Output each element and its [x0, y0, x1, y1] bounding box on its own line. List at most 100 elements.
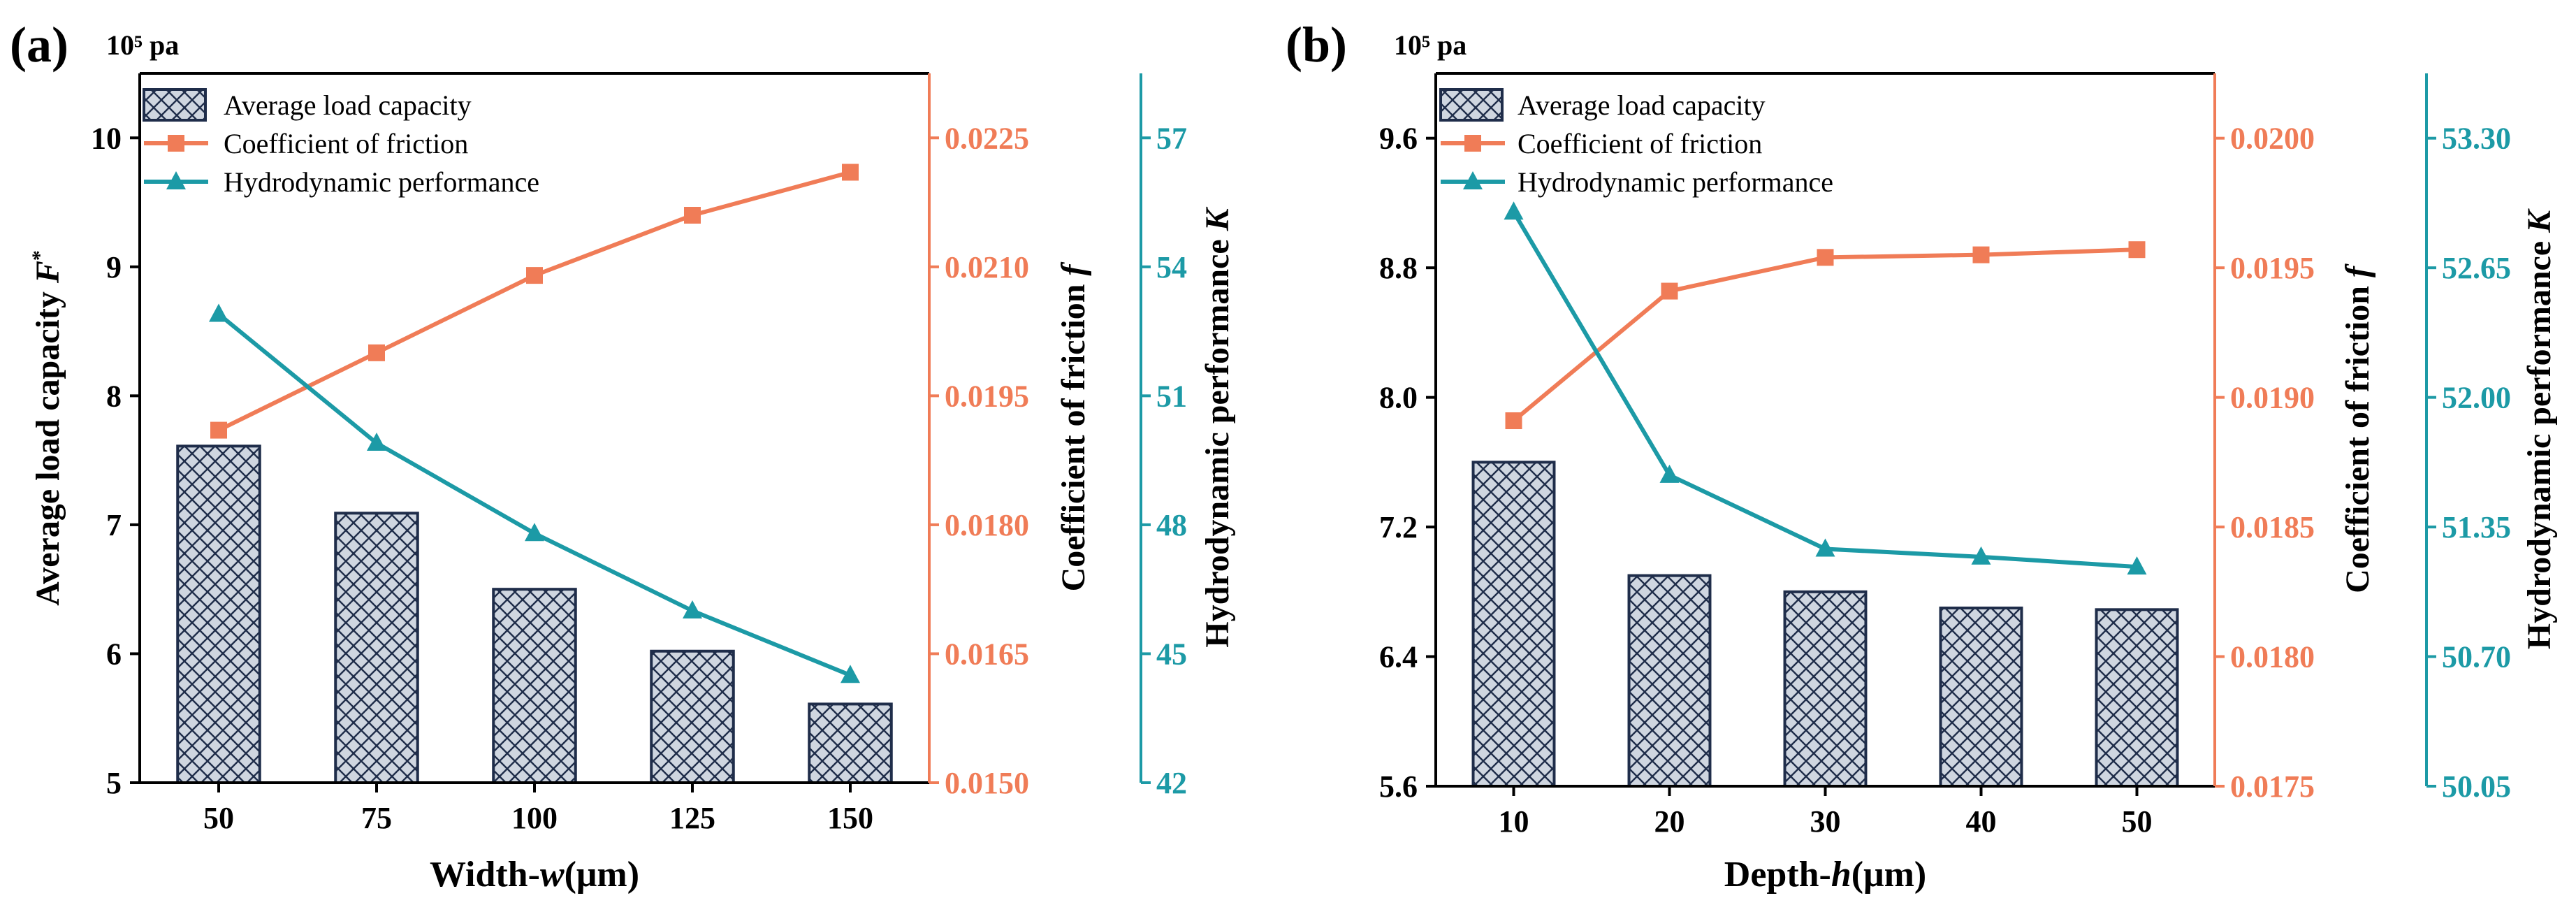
legend-marker-hydro [1463, 171, 1483, 189]
load-capacity-bar-100 [492, 588, 577, 784]
friction-point-75 [368, 344, 385, 361]
hydro-axis-tick-label: 51 [1156, 379, 1187, 413]
legend-swatch-load-capacity [143, 88, 207, 122]
friction-point-50 [2128, 241, 2146, 259]
friction-axis-title: Coefficient of friction f [1055, 262, 1092, 592]
hydro-point-50 [2127, 556, 2147, 575]
hydro-point-50 [209, 303, 228, 322]
hydro-axis-tick-label: 50.05 [2442, 769, 2511, 804]
left-axis-tick-label: 6.4 [1379, 640, 1418, 674]
legend-label: Hydrodynamic performance [224, 166, 539, 198]
friction-axis-tick-label: 0.0180 [945, 508, 1029, 542]
legend-label: Coefficient of friction [1518, 128, 1762, 159]
unit-label: 10⁵ pa [106, 29, 179, 61]
chart-panel-a: 5 6 7 8 9 10 50 75 100 125 150 0.0150 0.0165 0.0180 0.… [10, 17, 1236, 895]
left-axis-tick-label: 5 [106, 766, 122, 800]
friction-point-20 [1661, 282, 1678, 300]
chart-panel-b: 5.6 6.4 7.2 8.0 8.8 9.6 10 20 30 40 50 0.0175 0.0180… [1286, 17, 2558, 895]
load-capacity-bar-10 [1471, 461, 1556, 788]
load-capacity-bar-30 [1783, 590, 1868, 788]
load-capacity-bar-50 [176, 444, 261, 784]
load-capacity-bar-20 [1627, 574, 1712, 788]
x-axis-title: Depth-h(μm) [1724, 855, 1926, 895]
legend-swatch-load-capacity [1439, 88, 1504, 122]
x-axis-title: Width-w(μm) [430, 855, 639, 895]
left-axis-tick-label: 9.6 [1379, 122, 1418, 156]
left-axis-tick-label: 5.6 [1379, 769, 1418, 804]
friction-axis-tick-label: 0.0195 [2230, 251, 2315, 285]
left-axis-tick-label: 9 [106, 250, 122, 284]
panel-label: (b) [1286, 17, 1347, 73]
left-axis-tick-label: 8.8 [1379, 251, 1418, 285]
load-capacity-bar-150 [808, 702, 893, 784]
hydro-axis-tick-label: 50.70 [2442, 640, 2511, 674]
friction-axis-tick-label: 0.0210 [945, 250, 1029, 284]
x-axis-tick-label: 50 [203, 801, 234, 835]
left-axis-tick-label: 7 [106, 508, 122, 542]
unit-label: 10⁵ pa [1394, 29, 1467, 61]
hydro-axis-tick-label: 48 [1156, 508, 1187, 542]
x-axis-tick-label: 150 [827, 801, 873, 835]
x-axis-tick-label: 20 [1654, 804, 1685, 839]
friction-axis-tick-label: 0.0185 [2230, 510, 2315, 544]
x-axis-tick-label: 75 [361, 801, 392, 835]
hydro-point-40 [1971, 546, 1991, 565]
friction-axis-title: Coefficient of friction f [2339, 263, 2376, 593]
friction-axis-tick-label: 0.0195 [945, 379, 1029, 413]
hydro-axis-tick-label: 54 [1156, 250, 1187, 284]
left-axis-tick-label: 10 [91, 121, 122, 155]
friction-point-30 [1817, 249, 1834, 266]
legend-label: Average load capacity [224, 89, 472, 121]
left-axis-tick-label: 8.0 [1379, 381, 1418, 415]
hydro-point-20 [1659, 464, 1680, 483]
hydro-point-125 [683, 600, 702, 618]
friction-point-100 [526, 267, 543, 284]
hydro-axis-tick-label: 52.00 [2442, 381, 2511, 415]
friction-axis-tick-label: 0.0165 [945, 637, 1029, 671]
hydro-point-30 [1815, 538, 1835, 557]
friction-point-125 [684, 207, 701, 224]
x-axis-tick-label: 40 [1966, 804, 1997, 839]
friction-point-40 [1972, 246, 1990, 263]
friction-axis-tick-label: 0.0180 [2230, 640, 2315, 674]
hydro-axis-tick-label: 52.65 [2442, 251, 2511, 285]
hydro-axis-tick-label: 53.30 [2442, 122, 2511, 156]
friction-line [1512, 247, 2137, 423]
panel-label: (a) [10, 17, 68, 73]
friction-axis-tick-label: 0.0150 [945, 766, 1029, 800]
left-axis-title: Average load capacity F* [28, 250, 66, 606]
load-capacity-bar-40 [1939, 607, 2023, 788]
friction-axis-tick-label: 0.0225 [945, 121, 1029, 155]
hydro-point-10 [1504, 201, 1524, 220]
friction-point-50 [210, 421, 227, 439]
legend-label: Average load capacity [1518, 89, 1766, 121]
x-axis-tick-label: 50 [2122, 804, 2153, 839]
legend-marker-hydro [166, 171, 186, 189]
left-axis-tick-label: 7.2 [1379, 510, 1418, 544]
friction-axis-tick-label: 0.0190 [2230, 381, 2315, 415]
hydro-point-150 [841, 665, 860, 683]
hydro-point-75 [367, 433, 386, 451]
friction-axis-tick-label: 0.0175 [2230, 769, 2315, 804]
friction-axis-tick-label: 0.0200 [2230, 122, 2315, 156]
legend-label: Hydrodynamic performance [1518, 166, 1833, 198]
hydro-axis-tick-label: 57 [1156, 121, 1187, 155]
hydro-axis-tick-label: 42 [1156, 766, 1187, 800]
load-capacity-bar-75 [334, 512, 419, 784]
x-axis-tick-label: 125 [669, 801, 715, 835]
left-axis-tick-label: 6 [106, 637, 122, 671]
hydro-point-100 [525, 523, 544, 542]
hydro-axis-tick-label: 51.35 [2442, 510, 2511, 544]
hydro-axis-title: Hydrodynamic performance K [2521, 208, 2558, 649]
friction-point-10 [1505, 412, 1522, 430]
legend-marker-friction [1464, 135, 1481, 152]
load-capacity-bar-125 [650, 649, 735, 784]
x-axis-tick-label: 10 [1499, 804, 1529, 839]
hydro-axis-title: Hydrodynamic performance K [1199, 206, 1236, 647]
legend-marker-friction [168, 135, 184, 152]
hydro-axis-tick-label: 45 [1156, 637, 1187, 671]
legend-label: Coefficient of friction [224, 128, 468, 159]
x-axis-tick-label: 30 [1810, 804, 1841, 839]
friction-point-150 [842, 164, 859, 181]
